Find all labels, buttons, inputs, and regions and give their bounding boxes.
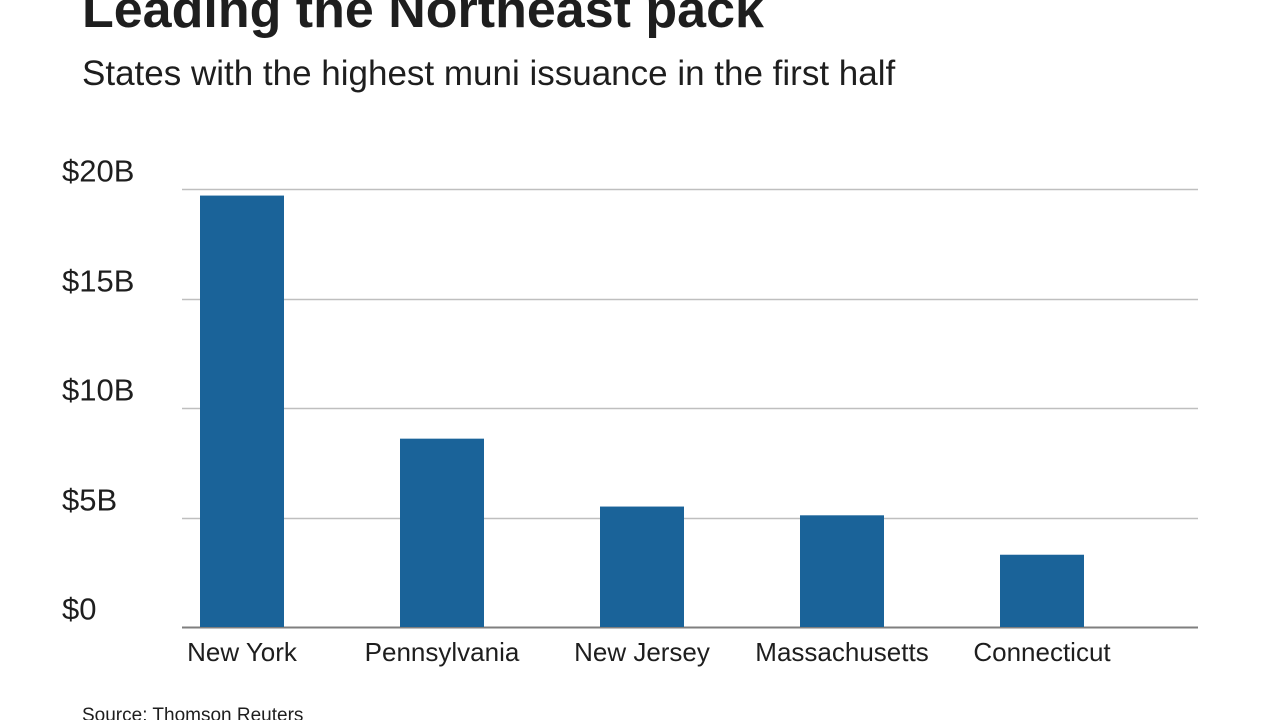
- x-tick-label: Massachusetts: [755, 637, 928, 667]
- y-tick-label: $5B: [62, 483, 117, 518]
- y-tick-label: $10B: [62, 373, 134, 408]
- bar: [600, 506, 684, 627]
- bar: [800, 515, 884, 627]
- gridlines: [182, 188, 1198, 629]
- bar: [200, 195, 284, 627]
- x-tick-label: Pennsylvania: [365, 637, 520, 667]
- y-axis-ticks: $0 $5B $10B $15B $20B: [62, 154, 134, 627]
- bars: [200, 195, 1084, 627]
- x-tick-label: New Jersey: [574, 637, 710, 667]
- x-tick-label: New York: [187, 637, 298, 667]
- x-axis-ticks: New York Pennsylvania New Jersey Massachuse…: [187, 637, 1111, 667]
- chart-title: Leading the Northeast pack: [82, 0, 764, 39]
- bar: [1000, 554, 1084, 627]
- source-note: Source: Thomson Reuters: [82, 705, 304, 720]
- y-tick-label: $15B: [62, 264, 134, 299]
- chart-subtitle: States with the highest muni issuance in…: [82, 54, 896, 93]
- bar: [400, 438, 484, 627]
- y-tick-label: $0: [62, 592, 96, 627]
- x-tick-label: Connecticut: [973, 637, 1111, 667]
- y-tick-label: $20B: [62, 154, 134, 189]
